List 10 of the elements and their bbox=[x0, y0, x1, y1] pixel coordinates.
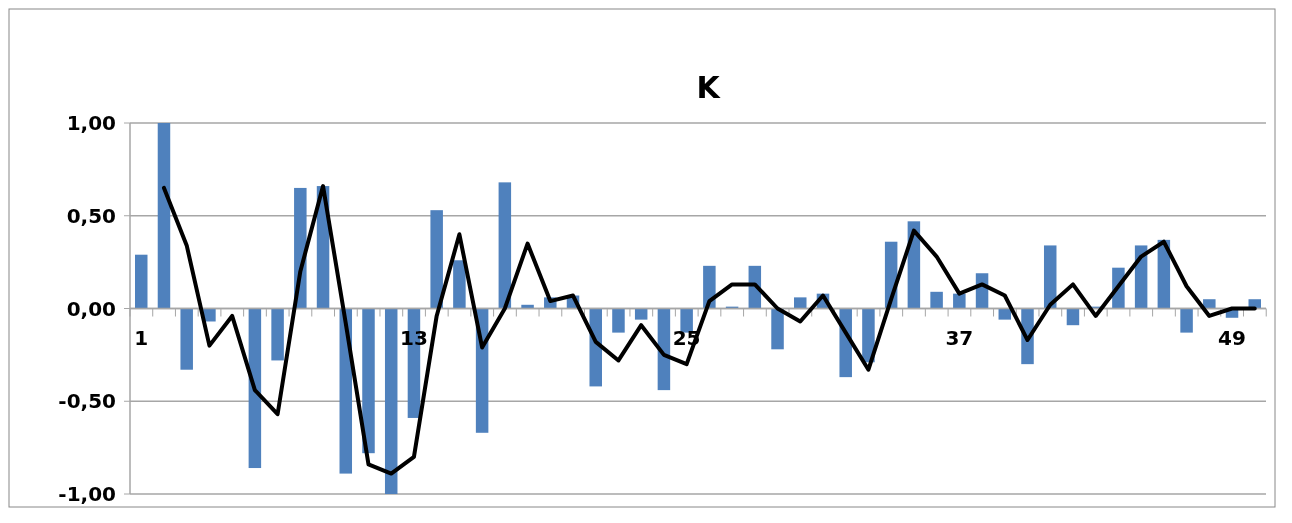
x-tick-label: 49 bbox=[1218, 325, 1246, 350]
y-tick-label: 1,00 bbox=[66, 111, 116, 135]
chart-title: K bbox=[696, 70, 722, 105]
y-tick-label: 0,00 bbox=[66, 296, 116, 321]
y-tick-label: -1,00 bbox=[58, 482, 116, 506]
y-tick-label: 0,50 bbox=[66, 203, 116, 228]
y-tick-label: -0,50 bbox=[58, 389, 116, 414]
x-tick-label: 37 bbox=[945, 325, 974, 350]
x-tick-label: 1 bbox=[134, 325, 149, 350]
x-tick-label: 13 bbox=[400, 325, 428, 350]
